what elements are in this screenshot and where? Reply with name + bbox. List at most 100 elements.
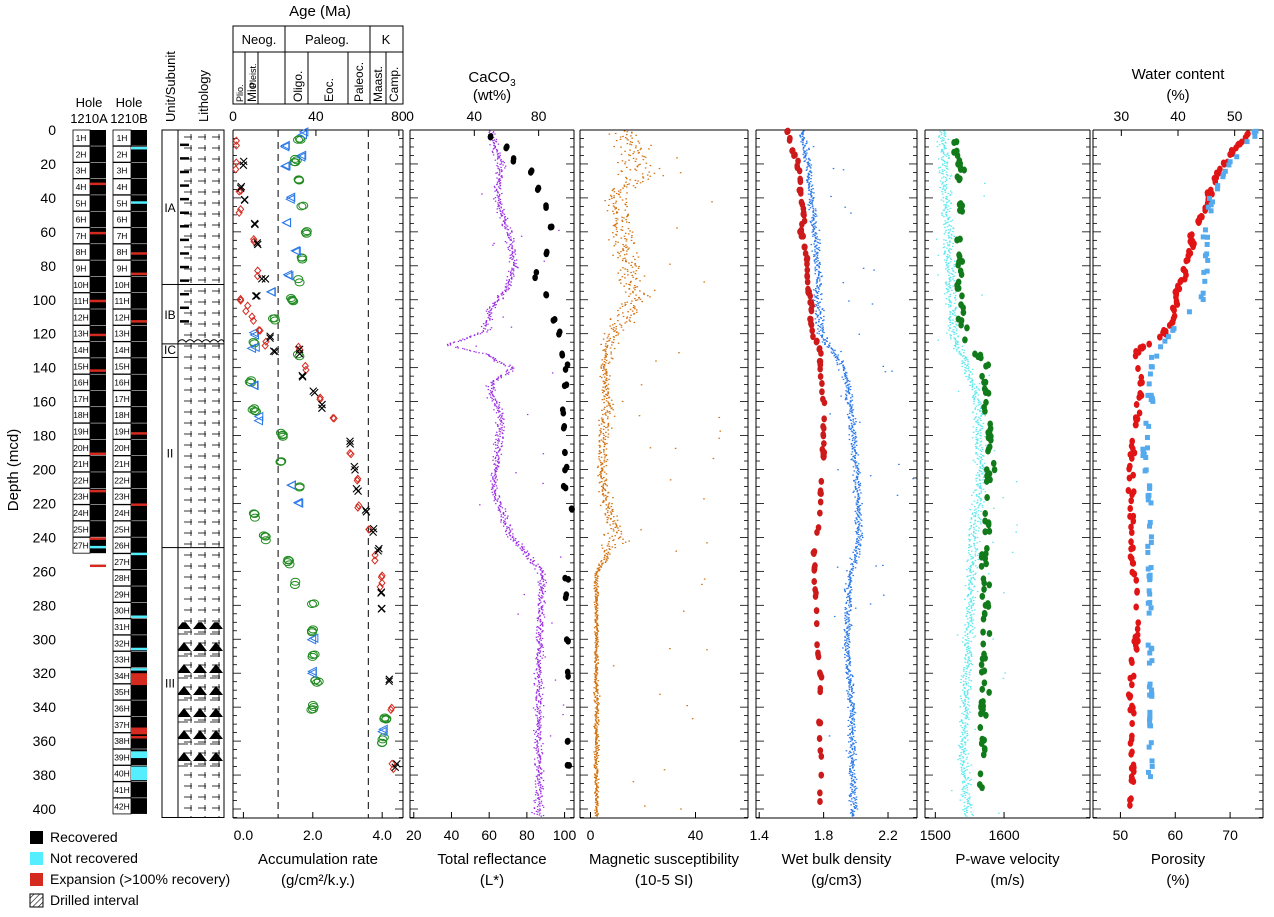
magsus-point [596,626,598,628]
reflectance-point [494,450,496,452]
density-gra-point [848,412,851,414]
reflectance-point [512,533,514,535]
magsus-point [632,242,635,244]
density-gra-point [854,726,856,728]
reflectance-point [496,424,499,426]
reflectance-point [533,684,536,686]
magsus-point [601,391,604,394]
density-gra-point [845,642,847,644]
magsus-point [598,419,600,422]
reflectance-point [533,747,535,749]
density-gra-point [848,416,851,419]
magsus-point [612,224,615,227]
density-gra-point [848,602,851,604]
reflectance-point [541,597,543,599]
density-gra-point [849,683,851,685]
density-gra-point [856,545,859,548]
x-tick-label: 0 [587,827,595,843]
density-gra-point [853,561,855,563]
magsus-point [595,637,597,640]
density-gra-point [848,604,850,606]
reflectance-point [496,499,498,501]
density-gra-point [846,413,849,416]
magsus-point [595,574,598,576]
magsus-point [595,609,598,611]
density-gra-point [848,428,851,430]
magsus-point [603,457,606,459]
density-gra-point [853,781,856,783]
reflectance-point [493,463,495,466]
accumulation-point [269,347,278,356]
reflectance-point [500,169,503,171]
magsus-point [594,683,597,685]
reflectance-point [541,753,544,755]
density-gra-point [848,574,851,576]
density-gra-point [846,378,849,380]
magsus-point [631,132,633,134]
core-a-status-mark [90,452,106,456]
magsus-point [620,324,623,326]
reflectance-point [506,232,508,234]
density-gra-point [823,309,825,312]
magsus-point [603,402,605,404]
reflectance-point [489,390,492,392]
magsus-point [595,733,598,735]
density-gra-point [858,537,861,539]
magsus-point [630,264,632,266]
magsus-point [594,589,597,591]
magsus-point [596,804,598,806]
age-group-neogene: Neog. [242,32,277,47]
reflectance-point [487,317,489,319]
reflectance-point [494,494,497,496]
magsus-point [617,320,619,322]
caco3-point [510,155,517,162]
magsus-point [628,222,630,224]
reflectance-point [537,721,540,723]
density-gra-point [814,232,817,234]
density-gra-point [850,722,853,725]
reflectance-point [498,169,501,171]
density-gra-point [846,647,849,650]
core-b: 21H [112,455,147,473]
magsus-point [593,601,596,603]
density-gra-point [861,503,863,505]
core-b-label: 39H [114,752,130,762]
density-gra-point [807,193,810,195]
reflectance-point [510,257,512,259]
magsus-point [600,428,602,430]
magsus-point [600,431,602,433]
reflectance-point [535,636,538,638]
magsus-point [616,532,618,534]
magsus-point [594,574,597,577]
reflectance-point [502,525,505,527]
reflectance-point [535,731,537,733]
magsus-point [603,488,605,490]
density-gra-point [849,388,852,391]
reflectance-point [538,775,541,777]
lithology-chert [178,622,224,767]
magsus-point [600,367,603,369]
magsus-point [597,782,600,784]
magsus-point [679,172,682,174]
density-gra-point [851,394,854,396]
density-gra-point [850,678,852,680]
reflectance-point [496,402,498,404]
reflectance-point [503,216,506,218]
reflectance-point [500,519,502,521]
density-gra-point [849,397,852,399]
magsus-point [596,722,598,725]
reflectance-point [503,418,505,420]
density-gra-point [853,764,855,766]
magsus-point [604,362,607,364]
magsus-point [607,402,610,404]
density-gra-point [817,298,820,300]
density-gra-point [847,388,850,390]
x-axis-title: Total reflectance [437,851,546,868]
reflectance-point [540,776,542,779]
reflectance-point [505,371,508,373]
magsus-point [608,198,611,201]
density-gra-point [854,462,857,464]
reflectance-point [488,307,491,309]
magsus-point [619,136,622,138]
density-gra-point [808,208,810,211]
